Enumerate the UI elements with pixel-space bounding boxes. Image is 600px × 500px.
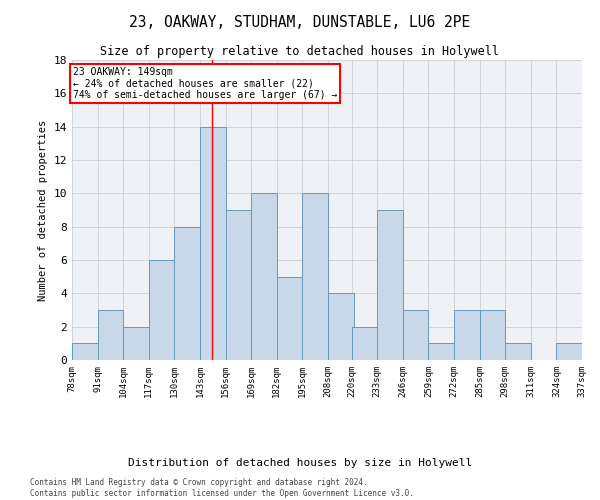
Bar	[556, 344, 582, 360]
Bar	[149, 260, 175, 360]
Text: 23, OAKWAY, STUDHAM, DUNSTABLE, LU6 2PE: 23, OAKWAY, STUDHAM, DUNSTABLE, LU6 2PE	[130, 15, 470, 30]
Bar	[72, 344, 98, 360]
Bar	[175, 226, 200, 360]
Bar	[505, 344, 531, 360]
Bar	[200, 126, 226, 360]
Bar	[302, 194, 328, 360]
Text: Size of property relative to detached houses in Holywell: Size of property relative to detached ho…	[101, 45, 499, 58]
Bar	[328, 294, 353, 360]
Bar	[251, 194, 277, 360]
Bar	[377, 210, 403, 360]
Bar	[428, 344, 454, 360]
Bar	[352, 326, 377, 360]
Bar	[479, 310, 505, 360]
Text: Contains HM Land Registry data © Crown copyright and database right 2024.
Contai: Contains HM Land Registry data © Crown c…	[30, 478, 414, 498]
Y-axis label: Number of detached properties: Number of detached properties	[38, 120, 48, 300]
Bar	[98, 310, 123, 360]
Text: Distribution of detached houses by size in Holywell: Distribution of detached houses by size …	[128, 458, 472, 468]
Bar	[454, 310, 479, 360]
Text: 23 OAKWAY: 149sqm
← 24% of detached houses are smaller (22)
74% of semi-detached: 23 OAKWAY: 149sqm ← 24% of detached hous…	[73, 66, 337, 100]
Bar	[403, 310, 428, 360]
Bar	[123, 326, 149, 360]
Bar	[277, 276, 302, 360]
Bar	[226, 210, 251, 360]
